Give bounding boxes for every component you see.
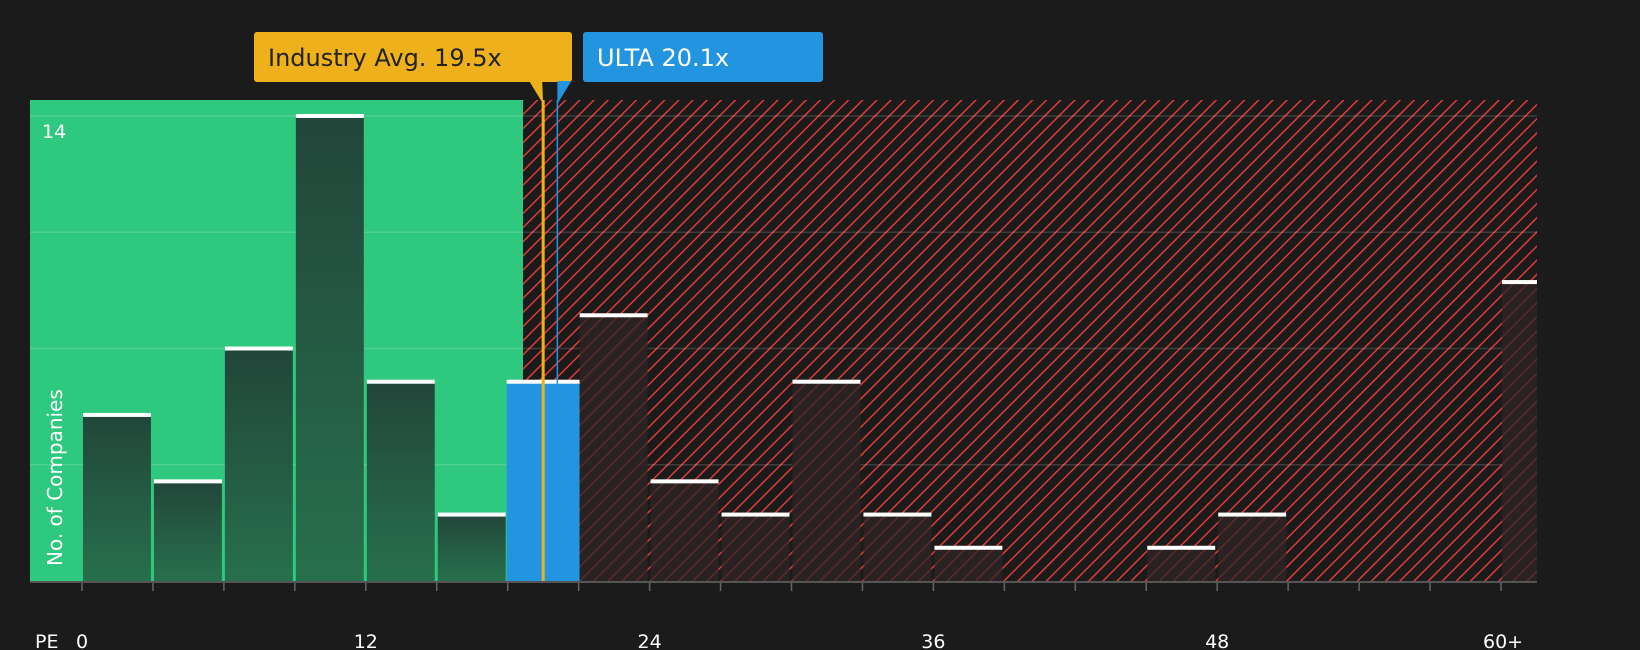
annotation-label: Industry Avg. 19.5x bbox=[268, 44, 502, 72]
bar-cap bbox=[1502, 280, 1537, 285]
annotation-pointer bbox=[557, 81, 572, 104]
bar-cap bbox=[224, 346, 293, 351]
annotation-box bbox=[254, 32, 572, 82]
bar-cap bbox=[1218, 512, 1287, 517]
histogram-bar bbox=[650, 481, 719, 581]
x-tick-label: 48 bbox=[1205, 631, 1229, 650]
x-tick-label: 0 bbox=[76, 631, 88, 650]
histogram-bar bbox=[153, 481, 222, 581]
histogram-bar bbox=[366, 381, 435, 581]
bar-cap bbox=[792, 379, 861, 384]
bar-cap bbox=[295, 114, 364, 118]
bar-cap bbox=[934, 545, 1003, 550]
annotation-pointer bbox=[529, 81, 544, 104]
bar-cap bbox=[650, 479, 719, 484]
x-tick-label: 60+ bbox=[1483, 631, 1523, 650]
histogram-bar bbox=[721, 514, 790, 581]
histogram-bar bbox=[863, 514, 932, 581]
histogram-bar bbox=[437, 514, 506, 581]
bar-cap bbox=[366, 379, 435, 384]
histogram-bar bbox=[1218, 514, 1287, 581]
histogram-bar bbox=[792, 381, 861, 581]
y-tick-label: 14 bbox=[42, 121, 66, 143]
x-tick-label: 24 bbox=[638, 631, 662, 650]
bar-cap bbox=[153, 479, 222, 484]
annotation-box bbox=[583, 32, 823, 82]
histogram-bar bbox=[224, 348, 293, 581]
histogram-bar bbox=[1502, 282, 1537, 581]
histogram-bar bbox=[295, 116, 364, 581]
y-axis-label: No. of Companies bbox=[43, 389, 67, 566]
histogram-bar bbox=[1147, 547, 1216, 581]
bar-cap bbox=[437, 512, 506, 517]
annotation-label: ULTA 20.1x bbox=[597, 44, 729, 72]
bar-cap bbox=[1147, 545, 1216, 550]
histogram-bar bbox=[579, 315, 648, 581]
x-axis-label: PE bbox=[35, 631, 58, 650]
histogram-bar bbox=[83, 414, 151, 581]
histogram-bar bbox=[934, 547, 1003, 581]
x-tick-label: 12 bbox=[354, 631, 378, 650]
bar-cap bbox=[83, 412, 151, 417]
x-tick-label: 36 bbox=[921, 631, 945, 650]
bar-cap bbox=[863, 512, 932, 517]
bar-cap bbox=[579, 313, 648, 318]
bar-cap bbox=[721, 512, 790, 517]
